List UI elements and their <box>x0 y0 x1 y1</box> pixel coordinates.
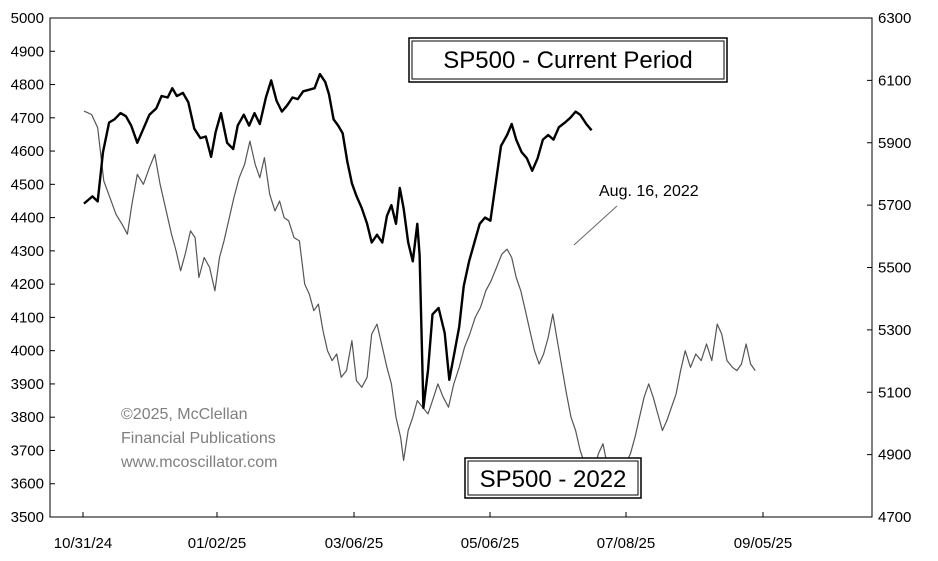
credit-line-2: Financial Publications <box>121 430 276 447</box>
left-tick-label: 4800 <box>11 77 44 94</box>
right-tick-label: 5700 <box>878 197 911 214</box>
right-tick-label: 6300 <box>878 10 911 27</box>
right-tick-label: 5500 <box>878 260 911 277</box>
left-tick-label: 4400 <box>11 210 44 227</box>
chart-title: SP500 - Current Period <box>443 47 692 74</box>
left-tick-label: 3800 <box>11 409 44 426</box>
right-tick-label: 4700 <box>878 509 911 526</box>
annotation: Aug. 16, 2022 <box>573 183 699 246</box>
left-tick-label: 4200 <box>11 276 44 293</box>
x-tick-label: 05/06/25 <box>461 535 519 552</box>
x-tick-label: 09/05/25 <box>734 535 792 552</box>
left-tick-label: 4700 <box>11 110 44 127</box>
left-tick-label: 3500 <box>11 509 44 526</box>
left-tick-label: 4600 <box>11 143 44 160</box>
right-tick-label: 5100 <box>878 384 911 401</box>
x-tick-label: 01/02/25 <box>188 535 246 552</box>
credit-block: ©2025, McClellan Financial Publications … <box>120 406 277 471</box>
right-tick-label: 5300 <box>878 322 911 339</box>
x-tick-label: 03/06/25 <box>325 535 383 552</box>
left-tick-label: 4100 <box>11 309 44 326</box>
left-tick-label: 3700 <box>11 442 44 459</box>
series-line-sp500-current <box>83 72 593 409</box>
left-tick-label: 4000 <box>11 343 44 360</box>
left-axis: 3500 3600 3700 3800 3900 4000 4100 4200 4300 4400… <box>11 10 55 526</box>
annotation-label: Aug. 16, 2022 <box>599 183 699 200</box>
left-tick-label: 4500 <box>11 176 44 193</box>
credit-line-1: ©2025, McClellan <box>121 406 248 423</box>
x-axis: 10/31/24 01/02/25 03/06/25 05/06/25 07/08/25… <box>54 512 792 552</box>
x-tick-label: 10/31/24 <box>54 535 112 552</box>
left-tick-label: 5000 <box>11 10 44 27</box>
legend-box-2022: SP500 - 2022 <box>464 457 642 499</box>
right-tick-label: 4900 <box>878 447 911 464</box>
right-tick-label: 6100 <box>878 72 911 89</box>
left-tick-label: 4900 <box>11 43 44 60</box>
right-tick-label: 5900 <box>878 135 911 152</box>
legend-label-2022: SP500 - 2022 <box>480 466 627 493</box>
left-tick-label: 3600 <box>11 476 44 493</box>
left-tick-label: 4300 <box>11 243 44 260</box>
credit-line-3: www.mcoscillator.com <box>120 454 277 471</box>
series-line-sp500-2022 <box>83 110 756 488</box>
title-box: SP500 - Current Period <box>408 37 728 83</box>
annotation-leader <box>573 205 618 246</box>
x-tick-label: 07/08/25 <box>597 535 655 552</box>
left-tick-label: 3900 <box>11 376 44 393</box>
right-axis: 4700 4900 5100 5300 5500 5700 5900 6100 6300 <box>867 10 911 526</box>
